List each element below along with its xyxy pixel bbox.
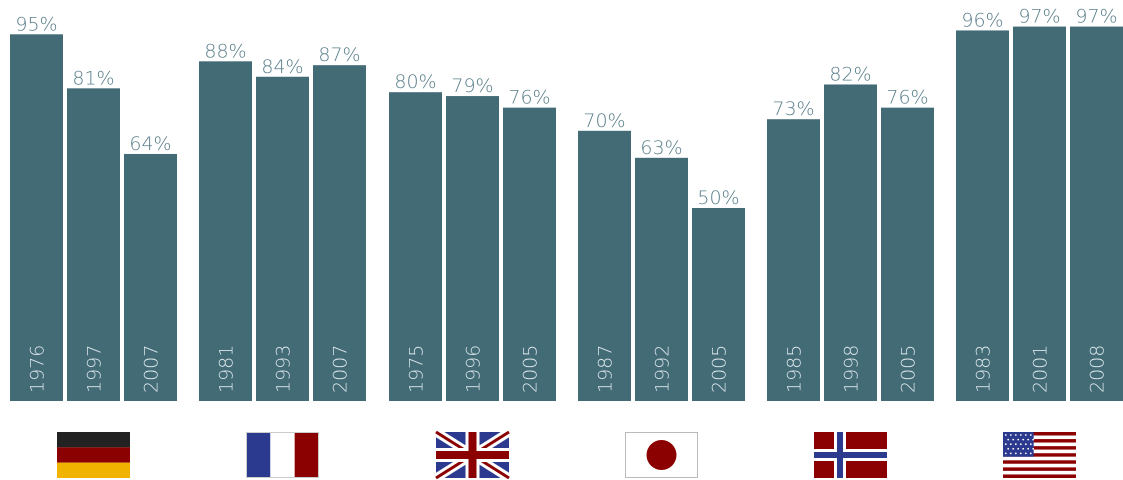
norway-flag-icon (814, 432, 887, 478)
year-label: 2007 (141, 345, 163, 393)
year-label: 2005 (898, 345, 920, 393)
bar (256, 76, 309, 401)
year-label: 2001 (1030, 345, 1052, 393)
year-label: 1983 (973, 345, 995, 393)
value-label: 79% (451, 75, 493, 97)
japan-flag-icon (625, 432, 698, 478)
bar (1013, 26, 1066, 402)
year-label: 2008 (1087, 345, 1109, 393)
bar (881, 107, 934, 401)
year-label: 1992 (652, 345, 674, 393)
year-label: 2005 (520, 345, 542, 393)
value-label: 70% (583, 110, 625, 132)
bar (503, 107, 556, 401)
year-label: 1987 (595, 345, 617, 393)
value-label: 87% (318, 44, 360, 66)
value-label: 88% (204, 40, 246, 62)
bar (578, 130, 631, 402)
bar (1070, 26, 1123, 402)
value-label: 82% (829, 63, 871, 85)
country-group: 73% 1985 82% 1998 76% 2005 (767, 63, 934, 478)
value-label: 80% (394, 71, 436, 93)
bar (767, 119, 820, 401)
bar (956, 30, 1009, 401)
germany-flag-icon (57, 432, 130, 478)
year-label: 1993 (273, 345, 295, 393)
value-label: 95% (15, 13, 57, 35)
value-label: 97% (1018, 6, 1060, 28)
country-group: 70% 1987 63% 1992 50% 2005 (578, 110, 745, 478)
bar (313, 65, 366, 402)
year-label: 2007 (330, 345, 352, 393)
bar (635, 157, 688, 401)
year-label: 2005 (709, 345, 731, 393)
value-label: 76% (508, 87, 550, 109)
year-label: 1998 (841, 345, 863, 393)
bar (124, 153, 177, 401)
year-label: 1997 (84, 345, 106, 393)
bar (692, 208, 745, 401)
bar (10, 34, 63, 402)
value-label: 73% (772, 98, 814, 120)
year-label: 1975 (406, 345, 428, 393)
uk-flag-icon (433, 428, 512, 480)
year-label: 1981 (216, 345, 238, 393)
bar (67, 88, 120, 401)
value-label: 63% (640, 137, 682, 159)
value-label: 96% (961, 9, 1003, 31)
country-group: 96% 1983 97% 2001 97% 2008 (956, 6, 1123, 478)
bar (446, 96, 499, 401)
value-label: 81% (72, 67, 114, 89)
year-label: 1985 (784, 345, 806, 393)
bar (199, 61, 252, 401)
year-label: 1996 (463, 345, 485, 393)
usa-flag-icon (1003, 432, 1076, 478)
country-group: 88% 1981 84% 1993 87% 2007 (199, 40, 366, 478)
country-group: 95% 1976 81% 1997 64% 2007 (10, 13, 177, 478)
country-group: 80% 1975 79% 1996 76% 2005 (389, 71, 556, 480)
bar (824, 84, 877, 401)
value-label: 64% (129, 133, 171, 155)
value-label: 84% (261, 56, 303, 78)
year-label: 1976 (27, 345, 49, 393)
france-flag-icon (246, 432, 319, 478)
value-label: 76% (886, 87, 928, 109)
value-label: 50% (697, 187, 739, 209)
bar (389, 92, 442, 401)
value-label: 97% (1075, 6, 1117, 28)
